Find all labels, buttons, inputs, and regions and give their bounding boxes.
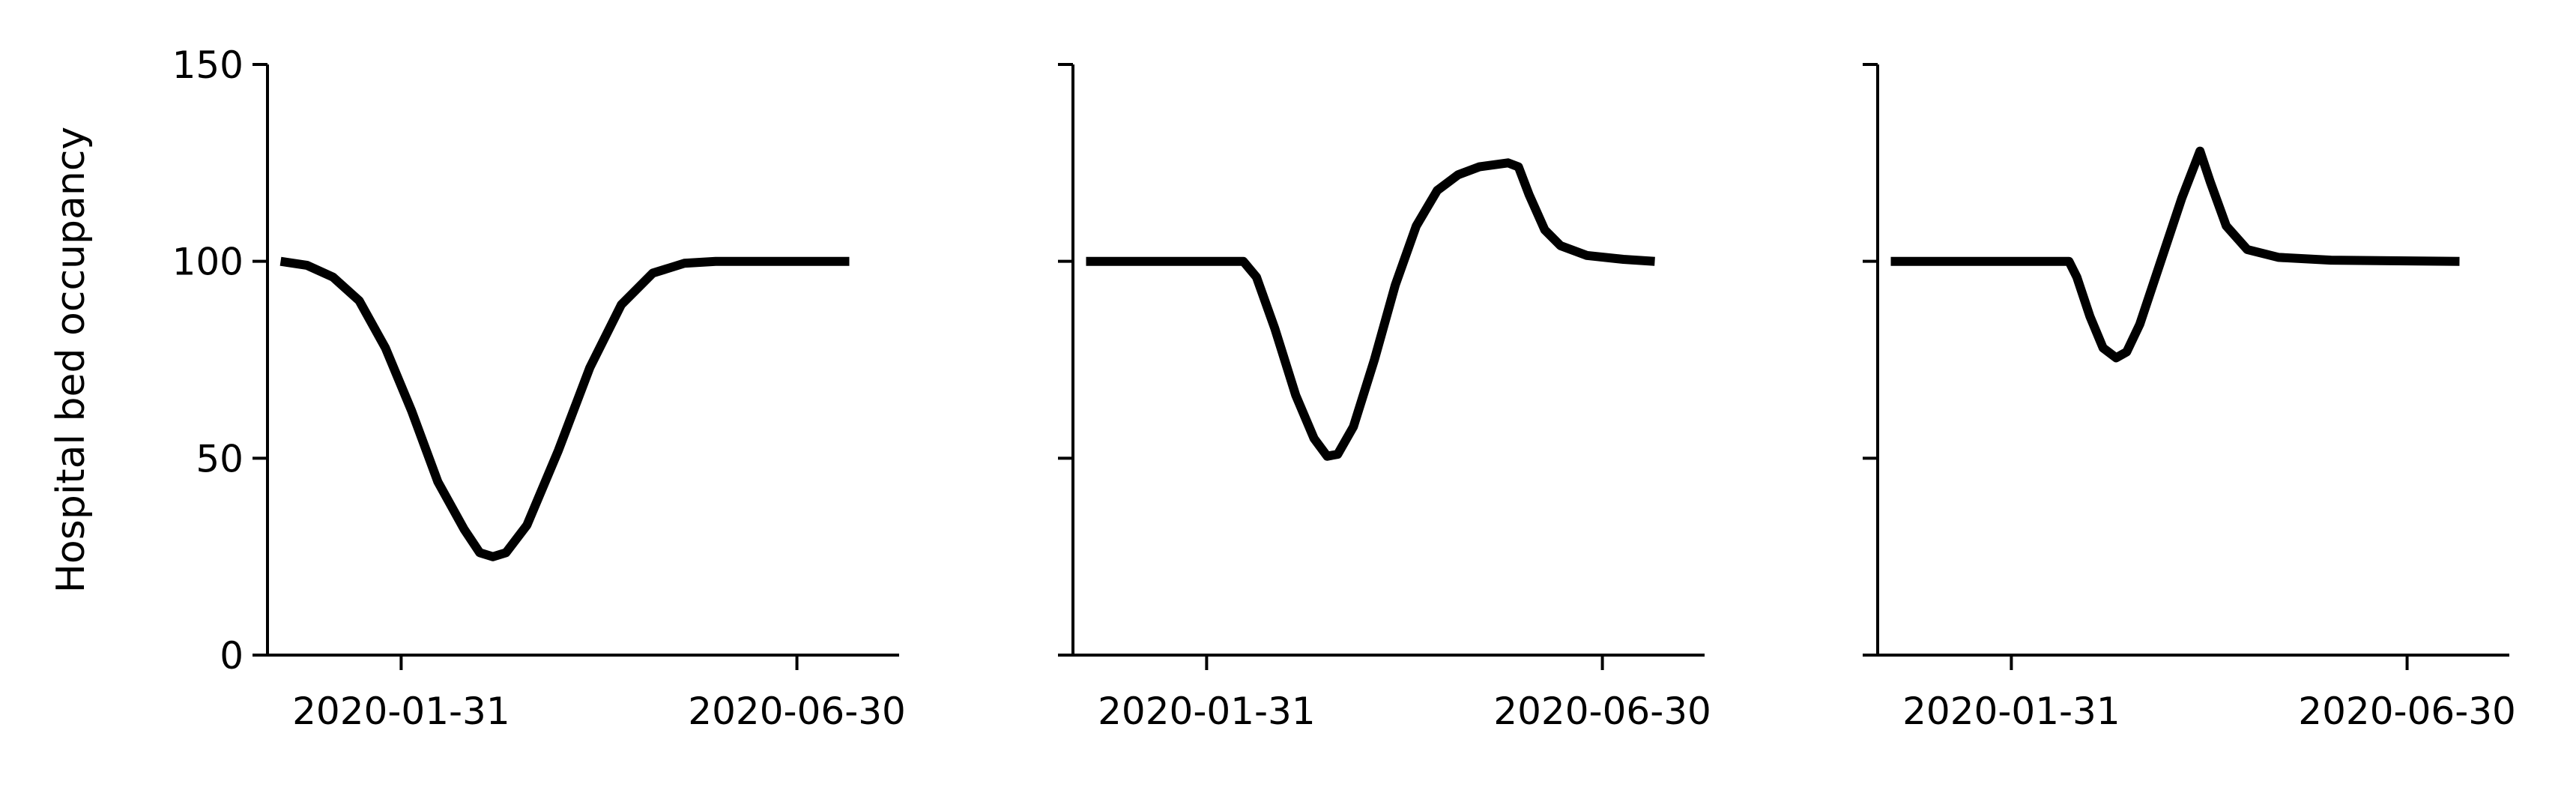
panel-2: 2020-01-31 2020-06-30 <box>1058 63 1711 733</box>
y-axis-label: Hospital bed occupancy <box>49 127 94 593</box>
y-tick-label: 0 <box>220 634 244 678</box>
panel-3: 2020-01-31 2020-06-30 <box>1863 63 2516 733</box>
series-line <box>279 256 850 561</box>
x-tick-label: 2020-06-30 <box>688 690 906 733</box>
series-line <box>1086 158 1655 461</box>
x-tick-label: 2020-01-31 <box>1098 690 1316 733</box>
x-tick-label: 2020-01-31 <box>1902 690 2120 733</box>
x-tick-label: 2020-06-30 <box>2298 690 2516 733</box>
x-tick-label: 2020-01-31 <box>292 690 510 733</box>
y-tick-label: 150 <box>172 43 244 87</box>
y-tick-label: 50 <box>196 437 244 480</box>
series-line <box>1890 146 2460 363</box>
panel-1: 0 50 100 150 2020-01-31 2020-06-30 <box>172 43 906 733</box>
x-tick-label: 2020-06-30 <box>1493 690 1711 733</box>
y-tick-label: 100 <box>172 241 244 284</box>
